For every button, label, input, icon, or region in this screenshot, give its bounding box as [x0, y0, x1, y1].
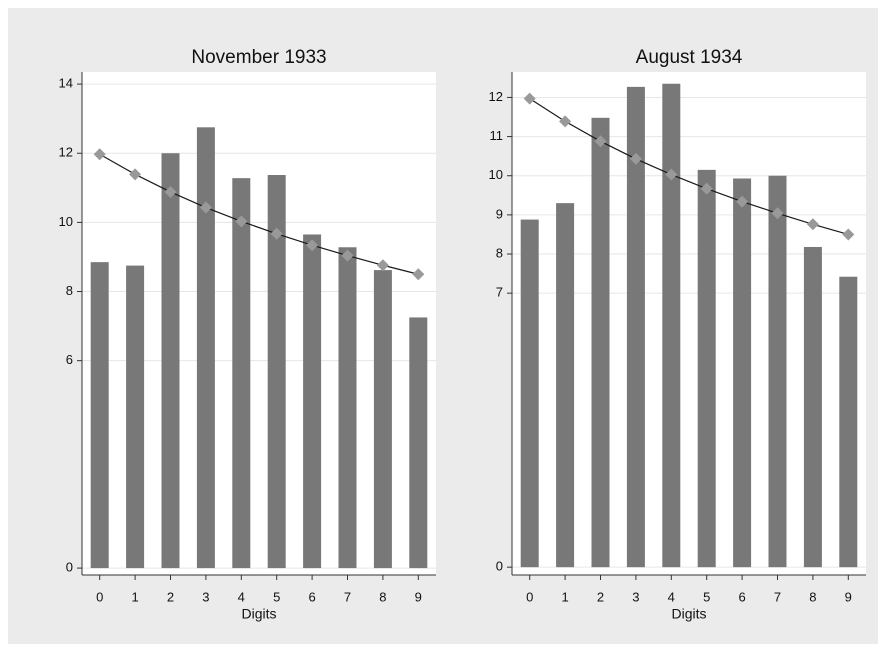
- expected-marker: [306, 239, 319, 252]
- y-tick-label: 14: [59, 76, 73, 91]
- expected-marker: [129, 168, 142, 181]
- x-axis-label: Digits: [671, 606, 706, 622]
- x-tick-label: 2: [167, 589, 174, 604]
- y-tick-label: 12: [59, 145, 73, 160]
- bar: [196, 127, 215, 569]
- x-tick-label: 6: [738, 589, 745, 604]
- expected-marker: [806, 218, 819, 231]
- expected-marker: [199, 201, 212, 214]
- x-tick-label: 4: [668, 589, 675, 604]
- expected-marker: [93, 148, 106, 161]
- x-tick-label: 0: [96, 589, 103, 604]
- bar: [303, 234, 322, 569]
- expected-marker: [235, 215, 248, 228]
- y-tick-label: 0: [66, 560, 73, 575]
- x-tick-label: 7: [774, 589, 781, 604]
- y-tick-label: 6: [66, 352, 73, 367]
- y-tick-label: 10: [59, 214, 73, 229]
- bar: [373, 270, 392, 569]
- expected-line: [99, 153, 419, 275]
- expected-marker: [629, 152, 642, 165]
- x-tick-label: 8: [379, 589, 386, 604]
- expected-marker: [771, 207, 784, 220]
- x-tick-label: 5: [273, 589, 280, 604]
- bar: [232, 178, 251, 569]
- bar: [626, 86, 645, 568]
- expected-marker: [842, 228, 855, 241]
- x-tick-label: 9: [845, 589, 852, 604]
- expected-line: [529, 98, 849, 236]
- y-tick-label: 8: [66, 283, 73, 298]
- bar: [839, 276, 858, 568]
- x-tick-label: 0: [526, 589, 533, 604]
- x-tick-label: 3: [202, 589, 209, 604]
- bar: [733, 178, 752, 568]
- expected-marker: [341, 249, 354, 262]
- y-tick-label: 7: [496, 285, 503, 300]
- bar: [803, 246, 822, 568]
- expected-marker: [523, 92, 536, 105]
- bar: [161, 153, 180, 569]
- x-tick-label: 2: [597, 589, 604, 604]
- expected-marker: [594, 135, 607, 148]
- bar: [126, 265, 145, 569]
- bar: [520, 219, 539, 568]
- y-tick-label: 10: [489, 167, 503, 182]
- expected-marker: [164, 185, 177, 198]
- x-axis-label: Digits: [241, 606, 276, 622]
- bar: [662, 83, 681, 568]
- y-tick-label: 9: [496, 206, 503, 221]
- bar: [591, 117, 610, 568]
- y-tick-label: 0: [496, 559, 503, 574]
- expected-marker: [412, 268, 425, 281]
- bar: [556, 203, 575, 568]
- y-tick-label: 8: [496, 245, 503, 260]
- panel-title: August 1934: [636, 47, 743, 68]
- bar: [697, 169, 716, 568]
- x-tick-label: 7: [344, 589, 351, 604]
- bar: [768, 175, 787, 568]
- expected-marker: [700, 182, 713, 195]
- expected-marker: [665, 168, 678, 181]
- bar: [90, 262, 109, 569]
- expected-marker: [736, 195, 749, 208]
- x-tick-label: 9: [415, 589, 422, 604]
- x-tick-label: 8: [809, 589, 816, 604]
- x-tick-label: 3: [632, 589, 639, 604]
- x-tick-label: 6: [308, 589, 315, 604]
- expected-marker: [376, 259, 389, 272]
- x-tick-label: 5: [703, 589, 710, 604]
- bar: [338, 247, 357, 569]
- bar: [267, 175, 286, 569]
- x-tick-label: 4: [238, 589, 245, 604]
- panel-title: November 1933: [191, 47, 326, 68]
- x-tick-label: 1: [561, 589, 568, 604]
- expected-marker: [559, 115, 572, 128]
- bar: [409, 317, 428, 569]
- y-tick-label: 12: [489, 89, 503, 104]
- y-tick-label: 11: [490, 128, 504, 143]
- x-tick-label: 1: [131, 589, 138, 604]
- expected-marker: [270, 227, 283, 240]
